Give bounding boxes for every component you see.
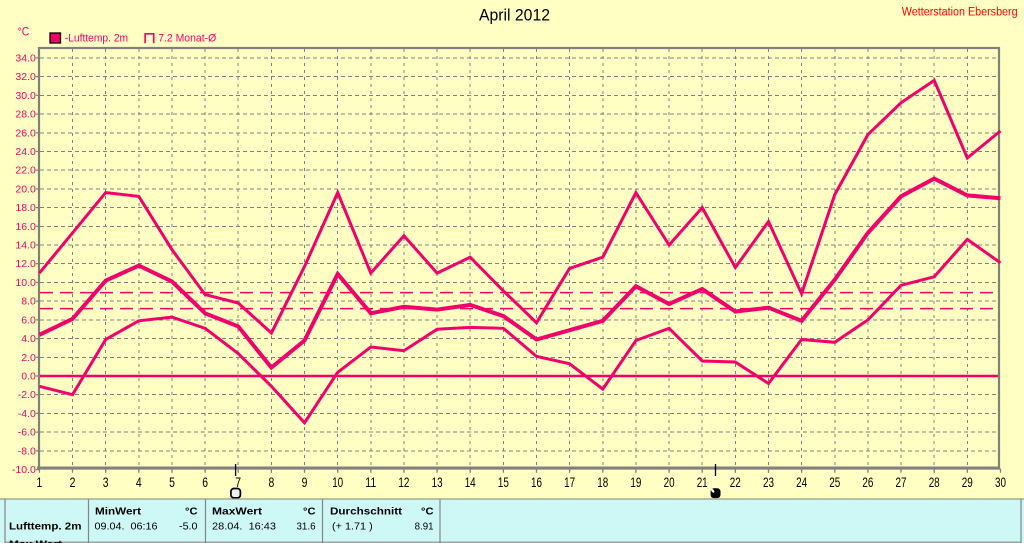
svg-text:2: 2 [70,475,76,490]
svg-text:7: 7 [235,475,241,490]
svg-text:8.91: 8.91 [415,521,434,533]
svg-text:13: 13 [432,475,443,490]
svg-text:10: 10 [332,475,343,490]
svg-text:9: 9 [302,475,308,490]
svg-text:12.0: 12.0 [15,258,36,270]
svg-text:16: 16 [531,475,542,490]
svg-text:Lufttemp. 2m: Lufttemp. 2m [9,522,82,533]
svg-text:8.0: 8.0 [21,296,36,308]
svg-text:34.0: 34.0 [15,52,36,64]
svg-text:(+ 1.71 ): (+ 1.71 ) [332,521,373,533]
svg-text:April 2012: April 2012 [479,6,550,25]
svg-text:26: 26 [862,475,873,490]
svg-text:6: 6 [202,475,208,490]
svg-text:30: 30 [995,475,1006,490]
svg-text:22.0: 22.0 [15,165,36,177]
svg-text:16.0: 16.0 [15,221,36,233]
svg-text:4.0: 4.0 [21,333,36,345]
svg-text:7.2 Monat-Ø: 7.2 Monat-Ø [158,33,216,45]
svg-text:17: 17 [564,475,575,490]
svg-text:°C: °C [421,507,434,518]
svg-text:1: 1 [37,475,43,490]
svg-text:24.0: 24.0 [15,146,36,158]
svg-text:29: 29 [962,475,973,490]
svg-text:19: 19 [630,475,641,490]
svg-text:Max.Wert: Max.Wert [9,540,63,543]
svg-text:-6.0: -6.0 [18,427,36,439]
svg-text:-8.0: -8.0 [18,445,36,457]
svg-text:-Lufttemp. 2m: -Lufttemp. 2m [65,33,128,45]
svg-text:28.0: 28.0 [15,109,36,121]
svg-text:-2.0: -2.0 [18,389,36,401]
svg-text:Durchschnitt: Durchschnitt [330,507,403,518]
svg-text:21: 21 [697,475,708,490]
svg-text:28.04. 16:43: 28.04. 16:43 [212,521,276,533]
svg-text:5: 5 [169,475,175,490]
svg-text:14.0: 14.0 [15,240,36,252]
svg-text:Wetterstation Ebersberg: Wetterstation Ebersberg [902,7,1018,19]
svg-text:31.6: 31.6 [297,521,316,533]
svg-text:3: 3 [103,475,109,490]
svg-text:°C: °C [303,507,316,518]
svg-text:30.0: 30.0 [15,90,36,102]
svg-text:11: 11 [365,475,376,490]
svg-text:14: 14 [465,475,476,490]
svg-text:-5.0: -5.0 [179,521,198,533]
svg-text:4: 4 [136,475,142,490]
svg-text:8: 8 [269,475,275,490]
svg-text:-4.0: -4.0 [18,408,36,420]
svg-text:-10.0: -10.0 [12,464,36,476]
svg-text:6.0: 6.0 [21,314,36,326]
svg-text:MinWert: MinWert [95,507,142,518]
svg-text:12: 12 [398,475,409,490]
svg-text:MaxWert: MaxWert [212,507,263,518]
svg-text:10.0: 10.0 [15,277,36,289]
svg-text:23: 23 [763,475,774,490]
svg-text:0.0: 0.0 [21,371,36,383]
svg-text:24: 24 [796,475,807,490]
svg-text:2.0: 2.0 [21,352,36,364]
svg-text:26.0: 26.0 [15,127,36,139]
svg-text:28: 28 [929,475,940,490]
svg-text:20: 20 [664,475,675,490]
svg-text:15: 15 [498,475,509,490]
svg-text:09.04. 06:16: 09.04. 06:16 [95,521,158,533]
svg-text:22: 22 [730,475,741,490]
svg-text:25: 25 [829,475,840,490]
svg-text:18: 18 [597,475,608,490]
svg-text:18.0: 18.0 [15,202,36,214]
svg-text:°C: °C [185,507,198,518]
svg-text:°C: °C [18,27,30,39]
svg-text:27: 27 [896,475,907,490]
svg-text:32.0: 32.0 [15,71,36,83]
svg-text:20.0: 20.0 [15,183,36,195]
